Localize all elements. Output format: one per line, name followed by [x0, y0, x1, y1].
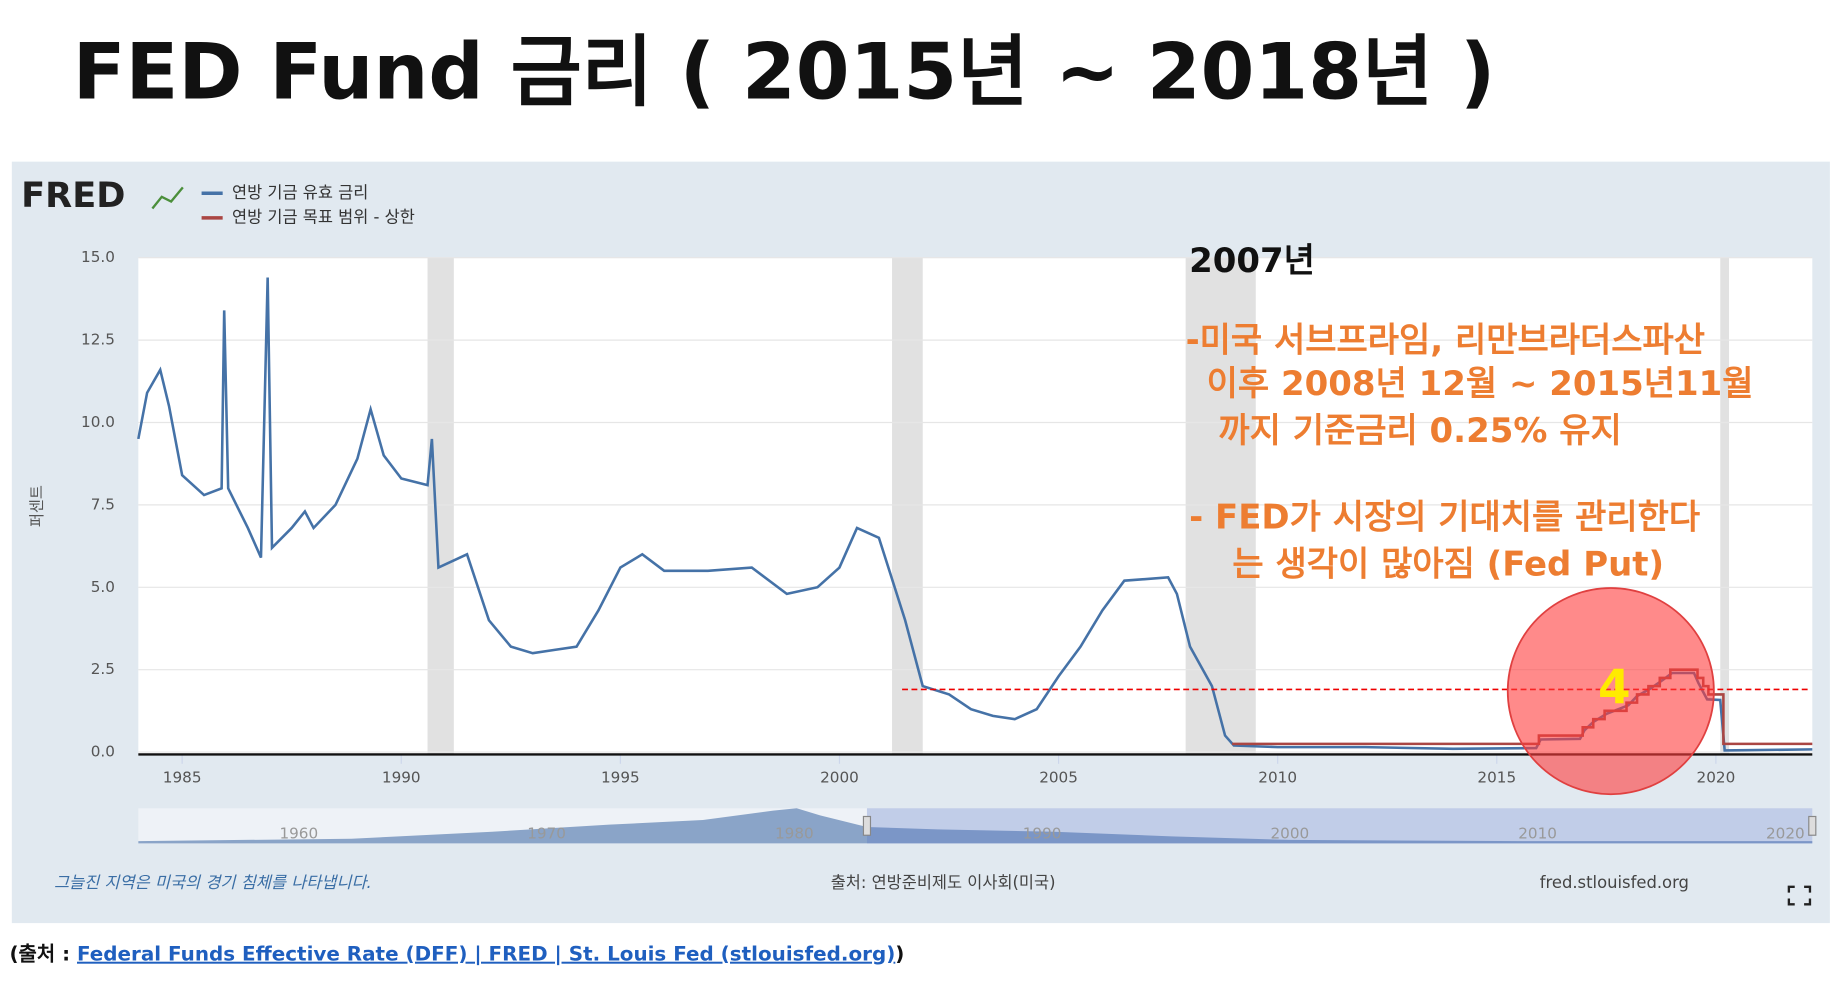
- annotation-text: 이후 2008년 12월 ~ 2015년11월: [1207, 364, 1754, 404]
- x-tick-label: 1990: [382, 768, 421, 786]
- y-tick-label: 0.0: [91, 743, 115, 761]
- y-tick-label: 12.5: [81, 331, 115, 349]
- y-tick-label: 15.0: [81, 248, 115, 266]
- legend-label: 연방 기금 유효 금리: [232, 183, 368, 202]
- fullscreen-icon[interactable]: [1787, 885, 1812, 906]
- y-tick-label: 5.0: [91, 578, 115, 596]
- logo-icon: [151, 186, 184, 210]
- source-link[interactable]: Federal Funds Effective Rate (DFF) | FRE…: [77, 942, 895, 965]
- highlight-circle: [1506, 587, 1715, 796]
- navigator-label: 1960: [279, 825, 318, 843]
- source-prefix: (출처 :: [9, 942, 77, 965]
- annotation-text: - FED가 시장의 기대치를 관리한다: [1189, 497, 1700, 537]
- annotation-text: -미국 서브프라임, 리만브라더스파산: [1186, 321, 1705, 361]
- navigator-label: 1990: [1023, 825, 1062, 843]
- y-axis-label: 퍼센트: [28, 485, 46, 527]
- x-tick-label: 2020: [1697, 768, 1736, 786]
- y-tick-label: 10.0: [81, 413, 115, 431]
- footer-note: 그늘진 지역은 미국의 경기 침체를 나타냅니다.: [54, 873, 372, 892]
- y-tick-label: 7.5: [91, 495, 115, 513]
- x-tick-label: 2010: [1258, 768, 1297, 786]
- recession-band: [892, 257, 923, 756]
- recession-band: [427, 257, 454, 756]
- annotation-count: 4: [1598, 662, 1631, 716]
- navigator-handle[interactable]: [862, 815, 872, 836]
- navigator-label: 2000: [1270, 825, 1309, 843]
- navigator-label: 2010: [1518, 825, 1557, 843]
- page-title: FED Fund 금리 ( 2015년 ~ 2018년 ): [73, 27, 1496, 117]
- x-tick-label: 2015: [1477, 768, 1516, 786]
- x-tick-label: 2000: [820, 768, 859, 786]
- navigator-handle[interactable]: [1808, 815, 1817, 836]
- y-tick-label: 2.5: [91, 660, 115, 678]
- recession-band: [1720, 257, 1730, 756]
- x-tick-label: 2005: [1039, 768, 1078, 786]
- navigator-label: 1970: [527, 825, 566, 843]
- navigator-label: 1980: [775, 825, 814, 843]
- annotation-text: 까지 기준금리 0.25% 유지: [1218, 411, 1621, 451]
- source-suffix: ): [895, 942, 904, 965]
- navigator-label: 2020: [1766, 825, 1805, 843]
- footer-source: 출처: 연방준비제도 이사회(미국): [831, 873, 1056, 892]
- legend-label: 연방 기금 목표 범위 - 상한: [232, 207, 415, 226]
- logo: FRED: [21, 175, 125, 216]
- annotation-year: 2007년: [1189, 241, 1315, 281]
- annotation-text: 는 생각이 많아짐 (Fed Put): [1232, 544, 1664, 584]
- x-tick-label: 1995: [601, 768, 640, 786]
- navigator-area: [138, 808, 1813, 844]
- x-tick-label: 1985: [163, 768, 202, 786]
- navigator-selection: [866, 808, 1813, 844]
- footer-url[interactable]: fred.stlouisfed.org: [1540, 873, 1689, 892]
- source-line: (출처 : Federal Funds Effective Rate (DFF)…: [9, 942, 904, 965]
